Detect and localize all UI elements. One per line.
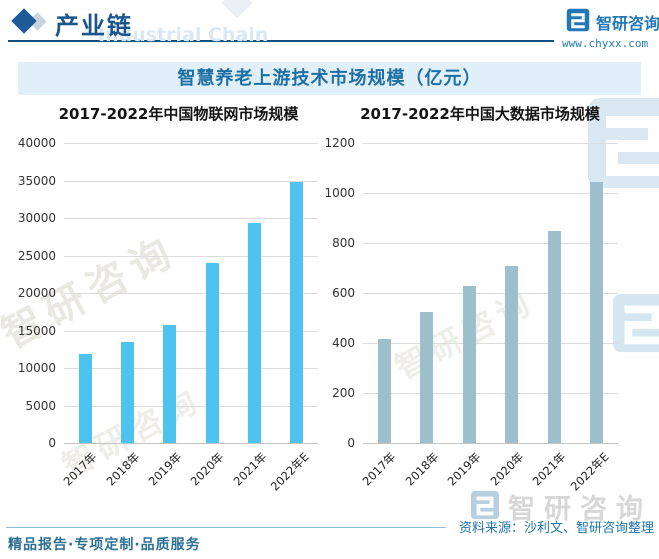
y-tick-label: 10000 [17,361,56,375]
gridline [363,193,618,194]
x-tick-label: 2018年 [103,449,143,489]
section-title-en-watermark: Industrial Chain [98,24,269,46]
y-tick-label: 30000 [17,211,56,225]
x-tick-label: 2022年E [567,449,612,494]
page-title: 产业链 [55,12,133,40]
x-tick-label: 2017年 [360,449,399,489]
x-axis: 2017年 2018年 2019年 2020年 2021年 2022年E [61,444,318,498]
gridline [64,368,318,369]
y-tick-label: 800 [332,236,355,250]
plot-area [363,143,618,444]
bar-2022年E [290,182,304,443]
y-axis: 0 200 400 600 800 1000 1200 [305,136,359,450]
bar-2018年 [121,341,134,443]
section-diamond-icon [11,8,37,34]
data-source-note: 资料来源：沙利文、智研咨询整理 [458,521,654,536]
y-tick-label: 1000 [324,186,355,200]
header-divider [8,40,554,42]
decor-diamond-watermark [221,0,253,19]
y-tick-label: 0 [347,436,355,450]
gridline [64,443,318,444]
y-tick-label: 15000 [17,323,56,338]
bar-2017年 [78,353,92,443]
gridline [64,255,318,257]
chart-body: 0 5000 10000 15000 20000 25000 30000 35000 40000… [6,136,351,494]
brand-name: 智研咨询 [596,14,659,33]
chart-iot-market: 2017-2022年中国物联网市场规模 0 5000 10000 15000 20000… [6,103,351,494]
x-tick-label: 2020年 [188,449,227,489]
y-tick-label: 25000 [17,248,56,263]
bar-2019年 [163,324,177,443]
gridline [363,393,618,394]
bar-2017年 [377,339,391,443]
chart-title: 2017-2022年中国物联网市场规模 [58,105,299,123]
plot-area [64,143,318,444]
chart-title: 2017-2022年中国大数据市场规模 [360,105,600,123]
gridline [64,218,318,219]
x-tick-label: 2019年 [445,449,484,489]
website-url: www.chyxx.com [562,37,649,50]
y-tick-label: 20000 [17,286,56,300]
brand-logo-icon [566,8,590,36]
x-tick-label: 2019年 [145,449,185,489]
bar-2022年E [590,181,604,443]
y-tick-label: 35000 [17,173,56,188]
chart-bigdata-market: 2017-2022年中国大数据市场规模 0 200 400 600 800 1000 120… [305,103,655,494]
gridline [363,143,618,144]
y-tick-label: 200 [332,386,355,400]
brand-lockup: 智研咨询 [566,8,659,36]
bar-2020年 [205,263,219,443]
y-tick-label: 40000 [17,136,56,150]
chart-body: 0 200 400 600 800 1000 1200 2017年 2018年 2019年 202… [305,136,655,494]
x-axis: 2017年 2018年 2019年 2020年 2021年 2022年E [360,444,618,498]
x-tick-label: 2020年 [487,449,527,489]
bar-2021年 [547,230,561,443]
bar-2020年 [505,265,519,443]
gridline [363,243,618,244]
x-tick-label: 2021年 [530,449,569,489]
y-tick-label: 5000 [25,398,56,413]
gridline [64,330,318,332]
gridline [64,405,318,407]
x-tick-label: 2022年E [267,449,312,494]
gridline [363,293,618,294]
y-tick-label: 1200 [324,136,355,150]
bar-2021年 [248,223,261,443]
gridline [363,443,618,444]
footer-divider [6,527,446,528]
chart-banner-title: 智慧养老上游技术市场规模（亿元） [18,62,641,95]
y-tick-label: 400 [332,336,355,350]
y-axis: 0 5000 10000 15000 20000 25000 30000 35000 40000 [6,136,60,450]
gridline [64,293,318,294]
y-tick-label: 0 [48,436,56,450]
gridline [363,343,618,344]
x-tick-label: 2018年 [402,449,442,489]
gridline [64,143,318,144]
footer-tagline: 精品报告·专项定制·品质服务 [8,537,201,553]
bar-2019年 [462,285,476,443]
x-tick-label: 2017年 [61,449,100,489]
y-tick-label: 600 [332,286,355,300]
bar-2018年 [420,311,434,443]
gridline [64,180,318,182]
x-tick-label: 2021年 [230,449,270,489]
